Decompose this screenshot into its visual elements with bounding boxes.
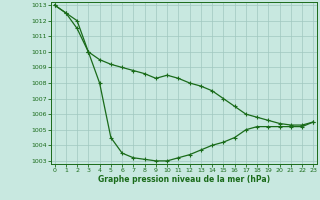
X-axis label: Graphe pression niveau de la mer (hPa): Graphe pression niveau de la mer (hPa) [98,175,270,184]
